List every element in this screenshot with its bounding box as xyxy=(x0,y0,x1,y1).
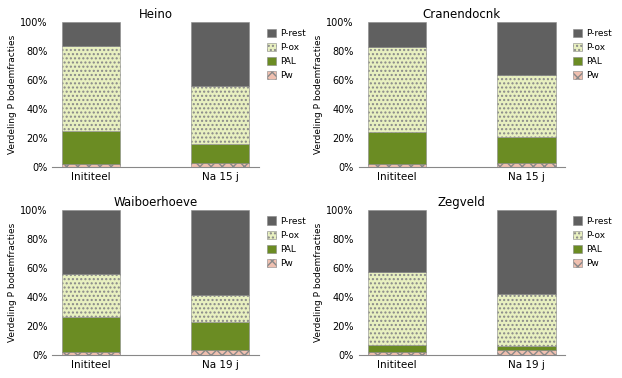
Bar xyxy=(62,210,120,274)
Bar xyxy=(498,346,555,350)
Bar xyxy=(498,137,555,163)
Y-axis label: Verdeling P bodemfracties: Verdeling P bodemfracties xyxy=(315,35,323,155)
Bar xyxy=(368,164,426,167)
Bar xyxy=(498,23,555,74)
Bar xyxy=(191,23,249,86)
Bar xyxy=(191,163,249,167)
Bar xyxy=(62,46,120,131)
Bar xyxy=(191,210,249,296)
Bar xyxy=(62,23,120,46)
Bar xyxy=(62,317,120,352)
Bar xyxy=(498,74,555,137)
Bar xyxy=(368,352,426,355)
Bar xyxy=(62,164,120,167)
Bar xyxy=(191,322,249,350)
Bar xyxy=(498,294,555,346)
Bar xyxy=(368,272,426,345)
Bar xyxy=(191,296,249,322)
Bar xyxy=(191,86,249,144)
Bar xyxy=(368,47,426,132)
Bar xyxy=(191,144,249,163)
Bar xyxy=(498,210,555,294)
Bar xyxy=(368,210,426,272)
Legend: P-rest, P-ox, PAL, Pw: P-rest, P-ox, PAL, Pw xyxy=(572,215,613,270)
Title: Heino: Heino xyxy=(139,8,173,21)
Legend: P-rest, P-ox, PAL, Pw: P-rest, P-ox, PAL, Pw xyxy=(572,27,613,82)
Bar xyxy=(498,163,555,167)
Bar xyxy=(62,352,120,355)
Title: Cranendocnk: Cranendocnk xyxy=(423,8,501,21)
Bar xyxy=(368,23,426,47)
Bar xyxy=(191,350,249,355)
Legend: P-rest, P-ox, PAL, Pw: P-rest, P-ox, PAL, Pw xyxy=(266,27,307,82)
Title: Zegveld: Zegveld xyxy=(438,196,486,209)
Y-axis label: Verdeling P bodemfracties: Verdeling P bodemfracties xyxy=(8,35,17,155)
Bar xyxy=(62,131,120,164)
Bar xyxy=(368,132,426,164)
Bar xyxy=(62,274,120,317)
Y-axis label: Verdeling P bodemfracties: Verdeling P bodemfracties xyxy=(315,223,323,342)
Bar xyxy=(368,345,426,352)
Bar xyxy=(498,350,555,355)
Legend: P-rest, P-ox, PAL, Pw: P-rest, P-ox, PAL, Pw xyxy=(266,215,307,270)
Y-axis label: Verdeling P bodemfracties: Verdeling P bodemfracties xyxy=(8,223,17,342)
Title: Waiboerhoeve: Waiboerhoeve xyxy=(114,196,198,209)
